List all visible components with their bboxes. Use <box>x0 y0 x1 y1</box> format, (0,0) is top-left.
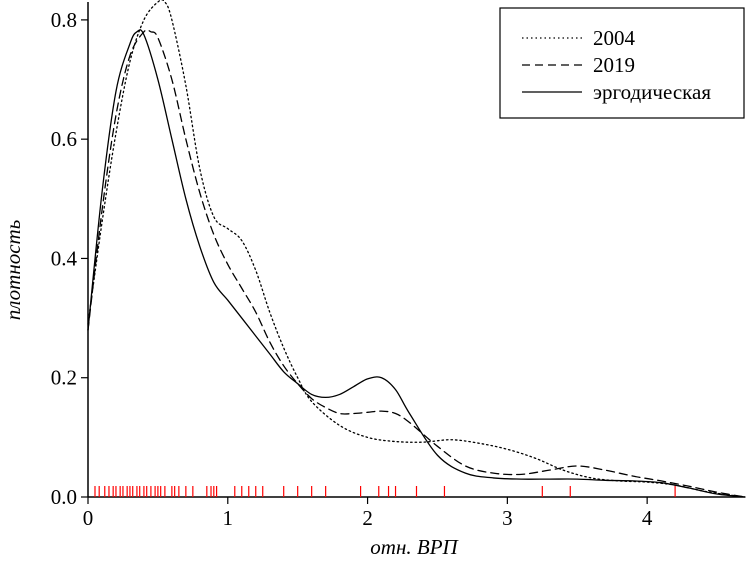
legend: 2004 2019 эргодическая <box>499 7 745 119</box>
rug-plot <box>94 486 676 497</box>
series-line-0 <box>87 0 746 498</box>
x-axis-title: отн. ВРП <box>370 535 459 559</box>
y-tick-label: 0.8 <box>51 8 77 32</box>
series-line-1 <box>87 29 746 498</box>
y-tick-label: 0.2 <box>51 366 77 390</box>
y-axis-title: плотность <box>1 220 25 321</box>
x-tick-label: 2 <box>362 506 373 530</box>
x-tick-label: 4 <box>642 506 653 530</box>
x-tick-label: 1 <box>223 506 234 530</box>
series-lines <box>87 0 746 498</box>
legend-label: эргодическая <box>593 80 711 104</box>
y-tick-label: 0.0 <box>51 485 77 509</box>
axes: 0 1 2 3 4 0.0 0.2 0.4 0.6 0.8 <box>51 2 745 530</box>
legend-label: 2019 <box>593 53 635 77</box>
y-tick-label: 0.6 <box>51 127 77 151</box>
x-tick-label: 3 <box>502 506 513 530</box>
x-tick-label: 0 <box>83 506 94 530</box>
legend-label: 2004 <box>593 26 636 50</box>
series-line-2 <box>87 29 746 498</box>
y-tick-label: 0.4 <box>51 246 78 270</box>
legend-box <box>499 7 745 119</box>
